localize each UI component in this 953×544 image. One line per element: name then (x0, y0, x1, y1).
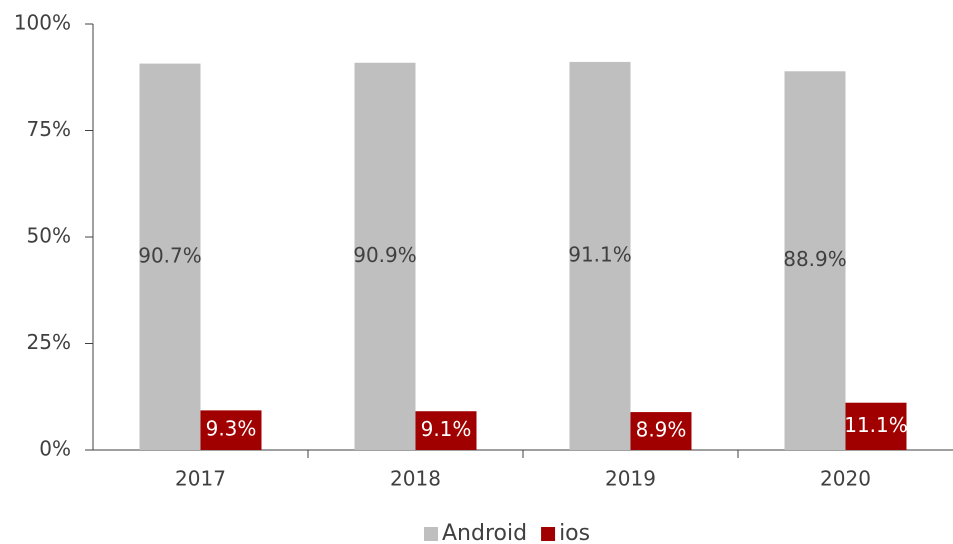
bar (784, 71, 846, 450)
bar (415, 411, 477, 450)
data-label: 9.3% (206, 417, 257, 441)
data-label: 88.9% (783, 247, 847, 271)
legend-label: ios (559, 521, 590, 544)
bar (354, 62, 416, 451)
data-label: 90.9% (353, 243, 417, 267)
y-tick-label: 0% (39, 437, 71, 461)
data-label: 11.1% (844, 413, 908, 437)
bar (630, 412, 692, 450)
data-label: 8.9% (636, 418, 687, 442)
bar (845, 402, 907, 450)
x-tick-label: 2018 (390, 467, 441, 491)
legend-swatch (424, 527, 438, 541)
bar (200, 410, 262, 450)
y-tick-label: 75% (27, 117, 71, 141)
x-tick-label: 2020 (820, 467, 871, 491)
data-label: 91.1% (568, 242, 632, 266)
bar (139, 63, 201, 450)
x-tick-label: 2017 (175, 467, 226, 491)
x-tick-label: 2019 (605, 467, 656, 491)
legend-label: Android (442, 521, 527, 544)
y-tick-label: 50% (27, 224, 71, 248)
data-label: 9.1% (421, 417, 472, 441)
y-tick-label: 25% (27, 330, 71, 354)
bar (569, 61, 631, 450)
legend-swatch (541, 527, 556, 541)
data-label: 90.7% (138, 243, 202, 267)
y-tick-label: 100% (14, 11, 71, 35)
